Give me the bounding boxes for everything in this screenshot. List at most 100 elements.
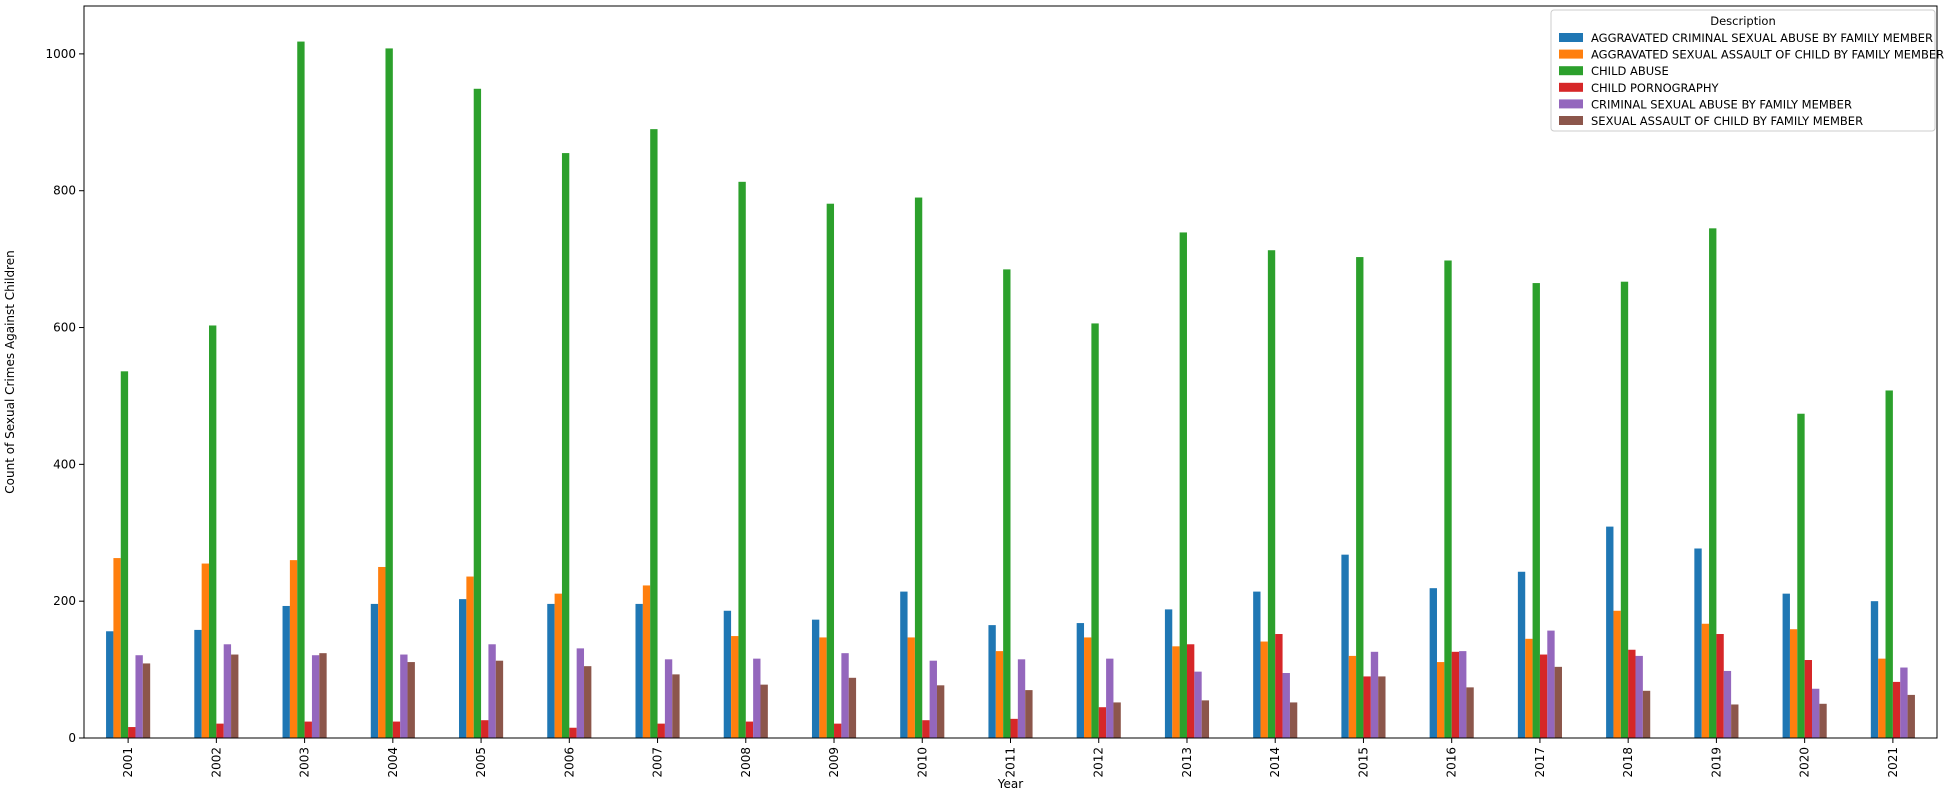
bar xyxy=(289,560,298,738)
bar xyxy=(407,662,415,738)
bar xyxy=(1782,593,1790,738)
bar xyxy=(1172,646,1180,738)
legend-label: SEXUAL ASSAULT OF CHILD BY FAMILY MEMBER xyxy=(1591,114,1863,128)
bar xyxy=(1091,323,1099,738)
bar xyxy=(1106,658,1114,738)
legend-items: AGGRAVATED CRIMINAL SEXUAL ABUSE BY FAMI… xyxy=(1559,31,1944,128)
bar xyxy=(547,603,555,738)
bar xyxy=(370,603,379,738)
legend-swatch xyxy=(1559,66,1583,76)
bar xyxy=(584,666,592,738)
bar xyxy=(209,325,217,738)
x-tick-label: 2005 xyxy=(474,747,488,778)
bar xyxy=(819,637,827,738)
bar xyxy=(1900,667,1908,738)
x-tick-label: 2007 xyxy=(651,747,665,778)
bar xyxy=(576,648,585,738)
bar xyxy=(1878,658,1886,738)
bar xyxy=(988,625,996,738)
legend-title: Description xyxy=(1710,14,1776,28)
bar xyxy=(1098,707,1107,738)
y-tick-label: 200 xyxy=(53,594,76,608)
bar xyxy=(1282,673,1290,738)
y-tick-label: 0 xyxy=(68,731,76,745)
bar xyxy=(1613,610,1621,738)
bar xyxy=(1723,670,1732,738)
bar xyxy=(1444,260,1452,738)
bar xyxy=(1164,609,1173,738)
bar xyxy=(1620,281,1629,738)
x-tick-label: 2016 xyxy=(1445,747,1459,778)
bar xyxy=(1363,676,1371,738)
bar xyxy=(1201,700,1210,738)
x-tick-label: 2021 xyxy=(1886,747,1900,778)
bar xyxy=(1628,649,1636,738)
x-tick-label: 2015 xyxy=(1356,747,1370,778)
bar xyxy=(297,41,305,738)
bar xyxy=(319,653,327,738)
bar xyxy=(488,644,496,738)
bar xyxy=(1378,676,1386,738)
bar xyxy=(1517,571,1526,738)
legend-swatch xyxy=(1559,82,1583,92)
bar xyxy=(1010,718,1018,738)
x-tick-label: 2012 xyxy=(1092,747,1106,778)
legend-swatch xyxy=(1559,33,1583,42)
bar xyxy=(1797,413,1805,738)
bar xyxy=(664,659,673,738)
bar xyxy=(561,153,570,738)
bar xyxy=(1194,671,1202,738)
bar xyxy=(459,599,467,738)
bar xyxy=(1547,630,1555,738)
bar xyxy=(936,685,945,738)
bar xyxy=(1811,688,1820,738)
bar xyxy=(900,591,908,738)
bar xyxy=(106,631,114,738)
bar xyxy=(760,684,768,738)
y-tick-label: 400 xyxy=(53,457,76,471)
x-tick-label: 2020 xyxy=(1798,747,1812,778)
bar xyxy=(1870,601,1879,738)
x-tick-label: 2009 xyxy=(827,747,841,778)
bars-group xyxy=(106,41,1915,739)
bar xyxy=(1804,660,1812,738)
bar xyxy=(1113,702,1121,738)
y-axis-ticks: 0 200 400 600 800 1000 xyxy=(45,47,84,745)
bar xyxy=(1539,654,1548,738)
legend-swatch xyxy=(1559,49,1583,59)
bar xyxy=(1436,662,1445,738)
bar xyxy=(1017,659,1026,738)
bar xyxy=(642,585,651,738)
bar xyxy=(1731,704,1739,738)
bar xyxy=(723,610,732,738)
bar xyxy=(811,619,820,738)
bar xyxy=(1025,690,1033,738)
bar xyxy=(473,88,482,738)
bar xyxy=(1275,634,1283,738)
bar xyxy=(1701,623,1710,738)
legend-swatch xyxy=(1559,116,1583,125)
legend-label: CHILD PORNOGRAPHY xyxy=(1591,81,1720,95)
bar xyxy=(1635,655,1643,738)
x-tick-label: 2001 xyxy=(121,747,135,778)
bar xyxy=(1694,548,1702,738)
bar xyxy=(731,636,739,738)
bar xyxy=(481,720,489,738)
bar xyxy=(995,651,1004,738)
bar xyxy=(216,723,224,738)
bar xyxy=(1819,703,1827,738)
bar xyxy=(385,48,393,738)
bar xyxy=(495,660,504,738)
bar xyxy=(1429,588,1437,738)
bar xyxy=(113,558,121,738)
x-tick-label: 2008 xyxy=(739,747,753,778)
y-tick-label: 1000 xyxy=(45,47,76,61)
bar xyxy=(231,654,239,738)
bar xyxy=(569,727,577,738)
legend-label: CRIMINAL SEXUAL ABUSE BY FAMILY MEMBER xyxy=(1591,97,1852,111)
bar xyxy=(554,593,562,738)
bar xyxy=(1267,250,1276,739)
bar xyxy=(400,654,408,738)
legend-swatch xyxy=(1559,99,1583,109)
bar xyxy=(1554,666,1562,738)
